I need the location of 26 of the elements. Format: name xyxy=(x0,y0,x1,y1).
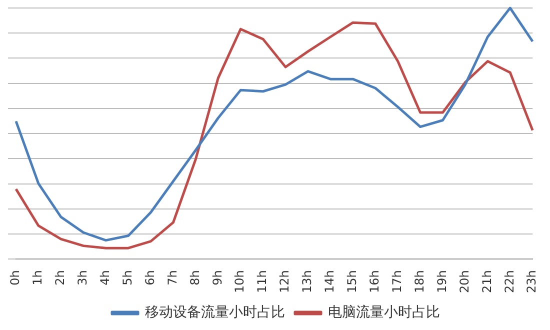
x-tick-label: 1h xyxy=(30,270,45,286)
x-tick-label: 11h xyxy=(255,270,270,293)
x-tick-label: 19h xyxy=(434,270,449,293)
x-tick-label: 7h xyxy=(165,270,180,286)
x-tick-label: 22h xyxy=(502,270,516,293)
x-tick-label: 6h xyxy=(142,270,157,286)
x-tick-label: 12h xyxy=(278,270,292,293)
x-tick-label: 16h xyxy=(368,270,382,293)
x-tick-label: 9h xyxy=(210,270,224,286)
x-tick-label: 10h xyxy=(232,270,247,293)
x-tick-label: 15h xyxy=(345,270,360,293)
x-tick-label: 2h xyxy=(53,270,68,286)
x-tick-label: 18h xyxy=(412,270,426,293)
x-tick-label: 23h xyxy=(524,270,539,293)
legend-label: 电脑流量小时占比 xyxy=(328,304,440,321)
x-tick-label: 17h xyxy=(390,270,404,293)
x-tick-label: 3h xyxy=(76,270,90,286)
x-tick-label: 20h xyxy=(457,270,472,293)
x-tick-label: 5h xyxy=(120,270,134,286)
x-tick-label: 13h xyxy=(300,270,314,293)
x-tick-label: 4h xyxy=(98,270,112,286)
x-tick-label: 21h xyxy=(480,270,494,293)
legend-label: 移动设备流量小时占比 xyxy=(145,304,285,321)
x-tick-label: 8h xyxy=(188,270,202,286)
x-tick-label: 0h xyxy=(8,270,22,286)
x-tick-label: 14h xyxy=(322,270,337,293)
